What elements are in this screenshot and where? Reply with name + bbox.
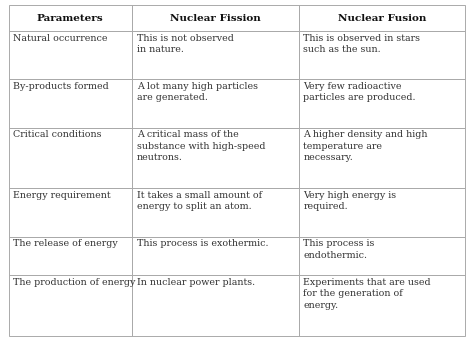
- Bar: [9, 275, 132, 336]
- Bar: [299, 31, 465, 79]
- Text: Experiments that are used
for the generation of
energy.: Experiments that are used for the genera…: [303, 278, 431, 310]
- Text: A lot many high particles
are generated.: A lot many high particles are generated.: [137, 82, 258, 103]
- Text: It takes a small amount of
energy to split an atom.: It takes a small amount of energy to spl…: [137, 191, 262, 211]
- Bar: [132, 188, 299, 237]
- Text: A critical mass of the
substance with high-speed
neutrons.: A critical mass of the substance with hi…: [137, 130, 265, 162]
- Bar: [9, 237, 132, 275]
- Bar: [132, 5, 299, 31]
- Text: This is observed in stars
such as the sun.: This is observed in stars such as the su…: [303, 34, 420, 54]
- Bar: [9, 128, 132, 188]
- Bar: [9, 188, 132, 237]
- Text: The release of energy: The release of energy: [13, 239, 118, 248]
- Bar: [132, 79, 299, 128]
- Bar: [9, 5, 132, 31]
- Bar: [9, 79, 132, 128]
- Text: In nuclear power plants.: In nuclear power plants.: [137, 278, 255, 287]
- Bar: [132, 31, 299, 79]
- Bar: [299, 128, 465, 188]
- Bar: [299, 79, 465, 128]
- Text: Energy requirement: Energy requirement: [13, 191, 111, 200]
- Bar: [299, 5, 465, 31]
- Text: By-products formed: By-products formed: [13, 82, 109, 91]
- Bar: [9, 275, 132, 336]
- Bar: [299, 31, 465, 79]
- Text: This is not observed
in nature.: This is not observed in nature.: [137, 34, 234, 54]
- Text: Critical conditions: Critical conditions: [13, 130, 102, 139]
- Text: Very high energy is
required.: Very high energy is required.: [303, 191, 397, 211]
- Bar: [132, 275, 299, 336]
- Bar: [299, 188, 465, 237]
- Bar: [132, 237, 299, 275]
- Text: Natural occurrence: Natural occurrence: [13, 34, 108, 43]
- Bar: [132, 79, 299, 128]
- Bar: [299, 237, 465, 275]
- Bar: [132, 188, 299, 237]
- Bar: [9, 31, 132, 79]
- Text: Very few radioactive
particles are produced.: Very few radioactive particles are produ…: [303, 82, 416, 103]
- Bar: [299, 5, 465, 31]
- Text: The production of energy: The production of energy: [13, 278, 136, 287]
- Bar: [132, 237, 299, 275]
- Bar: [299, 275, 465, 336]
- Bar: [9, 128, 132, 188]
- Bar: [132, 5, 299, 31]
- Text: This process is
endothermic.: This process is endothermic.: [303, 239, 375, 260]
- Bar: [299, 79, 465, 128]
- Bar: [299, 128, 465, 188]
- Text: Nuclear Fission: Nuclear Fission: [170, 14, 261, 23]
- Bar: [132, 275, 299, 336]
- Bar: [9, 188, 132, 237]
- Bar: [132, 31, 299, 79]
- Bar: [299, 188, 465, 237]
- Bar: [299, 237, 465, 275]
- Bar: [9, 5, 132, 31]
- Bar: [9, 31, 132, 79]
- Text: A higher density and high
temperature are
necessary.: A higher density and high temperature ar…: [303, 130, 428, 162]
- Text: This process is exothermic.: This process is exothermic.: [137, 239, 268, 248]
- Bar: [9, 237, 132, 275]
- Bar: [132, 128, 299, 188]
- Bar: [132, 128, 299, 188]
- Text: Parameters: Parameters: [37, 14, 103, 23]
- Bar: [9, 79, 132, 128]
- Bar: [299, 275, 465, 336]
- Text: Nuclear Fusion: Nuclear Fusion: [338, 14, 426, 23]
